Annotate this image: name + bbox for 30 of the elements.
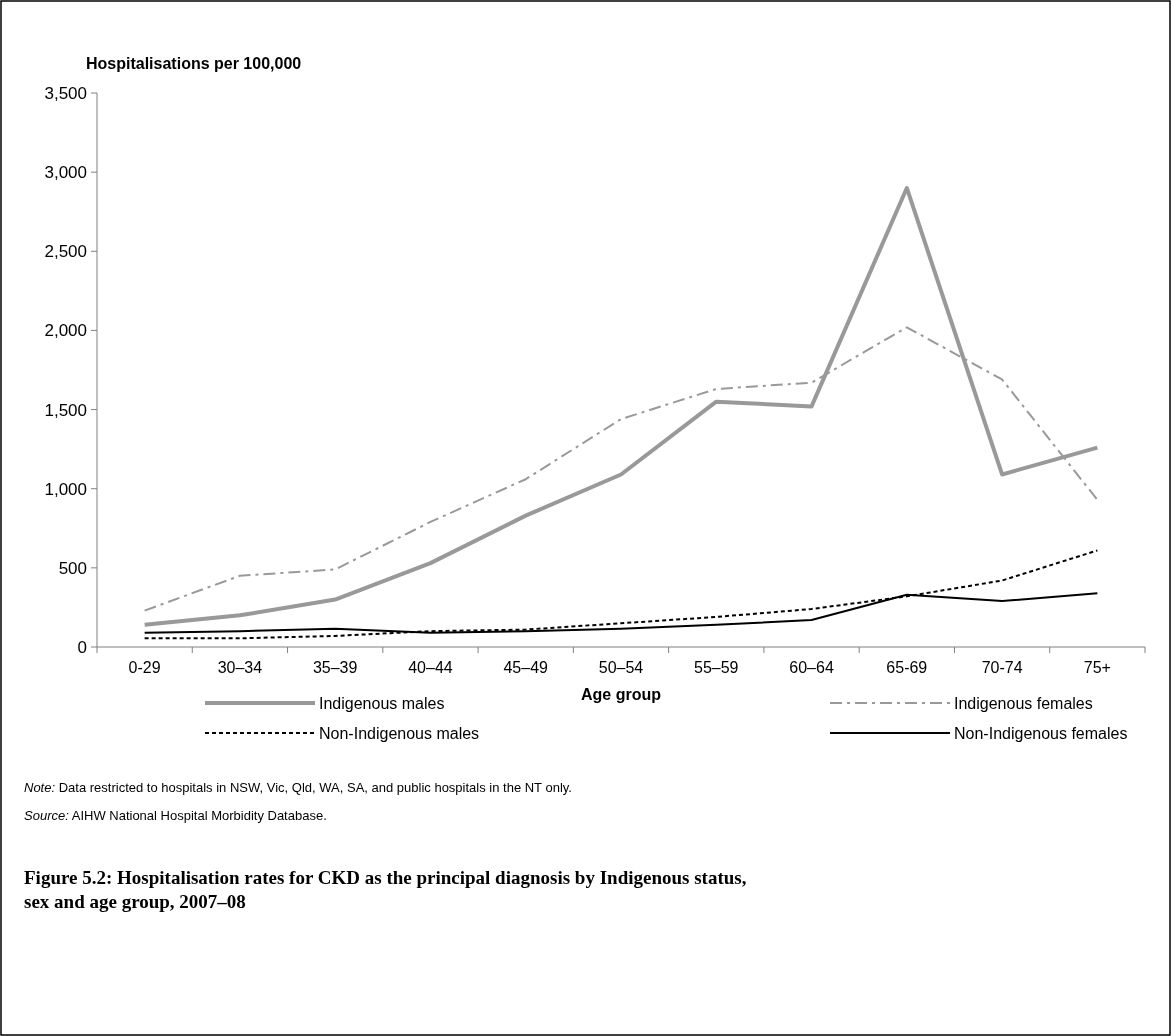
line-series	[142, 185, 1100, 627]
x-axis-title: Age group	[581, 686, 662, 703]
y-tick-label: 3,000	[44, 163, 87, 183]
x-tick-label: 60–64	[789, 659, 834, 676]
y-tick-label: 2,000	[44, 321, 87, 341]
y-tick-label: 0	[77, 637, 87, 657]
x-tick-label: 55–59	[694, 659, 739, 676]
source-note: Source: AIHW National Hospital Morbidity Database.	[24, 808, 327, 823]
x-tick-label: 30–34	[217, 659, 263, 676]
x-tick-label: 45–49	[503, 659, 549, 676]
y-tick-label: 1,000	[44, 479, 87, 499]
y-axis-title: Hospitalisations per 100,000	[86, 55, 302, 72]
x-tick-label: 35–39	[312, 659, 358, 676]
line-series	[143, 549, 1099, 640]
x-tick-label: 0-29	[128, 659, 161, 676]
legend-label: Indigenous females	[954, 694, 1093, 712]
x-tick-label: 40–44	[408, 659, 453, 676]
y-tick-label: 3,500	[44, 83, 87, 103]
y-tick-label: 1,500	[44, 400, 87, 420]
x-tick-label: 75+	[1083, 659, 1111, 676]
text: Figure 5.2: Hospitalisation rates for CKD as the principal diagnosis by Indigenous status, sex and age group, 2007–08	[24, 867, 747, 912]
y-tick-label: 2,500	[44, 242, 87, 262]
text: Note: Data restricted to hospitals in NSW, Vic, Qld, WA, SA, and public hospitals in the NT only.	[24, 780, 572, 795]
y-tick-label: 500	[58, 558, 87, 578]
x-tick-label: 65-69	[886, 659, 928, 676]
legend-label: Indigenous males	[319, 694, 445, 712]
legend-label: Non-Indigenous males	[319, 724, 480, 742]
x-tick-label: 70-74	[981, 659, 1023, 676]
legend-label: Non-Indigenous females	[954, 724, 1128, 742]
x-tick-label: 50–54	[598, 659, 644, 676]
